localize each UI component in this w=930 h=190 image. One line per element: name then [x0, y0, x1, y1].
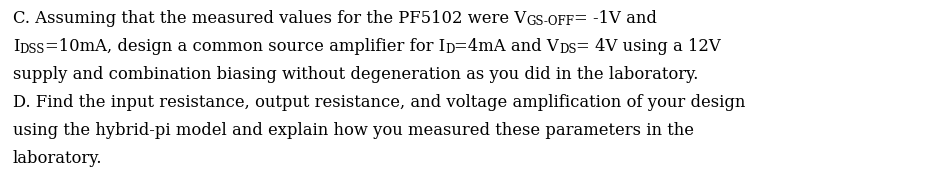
Text: = 4V using a 12V: = 4V using a 12V [577, 38, 722, 55]
Text: GS-OFF: GS-OFF [526, 15, 574, 28]
Text: DSS: DSS [20, 43, 45, 56]
Text: I: I [13, 38, 20, 55]
Text: = -1V and: = -1V and [574, 10, 658, 27]
Text: D: D [445, 43, 454, 56]
Text: D. Find the input resistance, output resistance, and voltage amplification of yo: D. Find the input resistance, output res… [13, 94, 745, 111]
Text: =10mA, design a common source amplifier for I: =10mA, design a common source amplifier … [45, 38, 445, 55]
Text: supply and combination biasing without degeneration as you did in the laboratory: supply and combination biasing without d… [13, 66, 698, 83]
Text: =4mA and V: =4mA and V [454, 38, 559, 55]
Text: laboratory.: laboratory. [13, 150, 102, 167]
Text: using the hybrid-pi model and explain how you measured these parameters in the: using the hybrid-pi model and explain ho… [13, 122, 694, 139]
Text: DS: DS [559, 43, 577, 56]
Text: C. Assuming that the measured values for the PF5102 were V: C. Assuming that the measured values for… [13, 10, 526, 27]
